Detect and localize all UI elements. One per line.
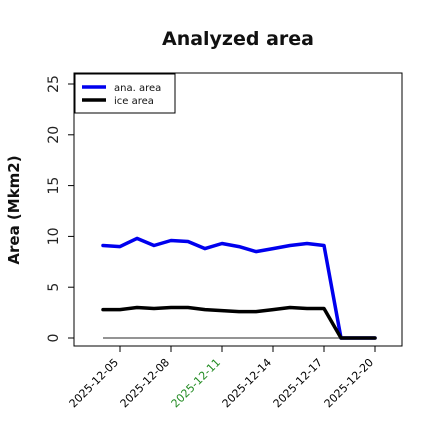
x-tick-label: 2025-12-11 <box>169 356 223 410</box>
legend-label-ice-area: ice area <box>114 96 154 107</box>
y-tick-label: 25 <box>46 75 62 93</box>
plot-frame <box>73 72 403 347</box>
x-tick-label: 2025-12-05 <box>67 356 121 410</box>
x-tick-label: 2025-12-14 <box>220 356 274 410</box>
y-tick-label: 20 <box>46 126 62 144</box>
y-axis: 0 5 10 15 20 25 <box>46 75 74 342</box>
x-tick-label: 2025-12-17 <box>271 356 325 410</box>
y-tick-label: 10 <box>46 227 62 245</box>
legend-box <box>74 73 176 114</box>
legend-label-ana-area: ana. area <box>114 83 161 94</box>
x-tick-label: 2025-12-20 <box>322 356 376 410</box>
series-line-ana-area <box>101 236 377 340</box>
y-tick-label: 5 <box>46 283 62 292</box>
legend: ana. area ice area <box>74 73 176 114</box>
x-tick-label: 2025-12-08 <box>118 356 172 410</box>
series-line-ice-area <box>101 305 377 340</box>
x-axis: 2025-12-052025-12-082025-12-112025-12-14… <box>67 346 376 410</box>
chart-title: Analyzed area <box>162 28 314 50</box>
y-tick-label: 15 <box>46 177 62 195</box>
y-tick-label: 0 <box>46 334 62 343</box>
series-layer <box>101 236 377 340</box>
y-axis-label: Area (Mkm2) <box>5 155 23 264</box>
